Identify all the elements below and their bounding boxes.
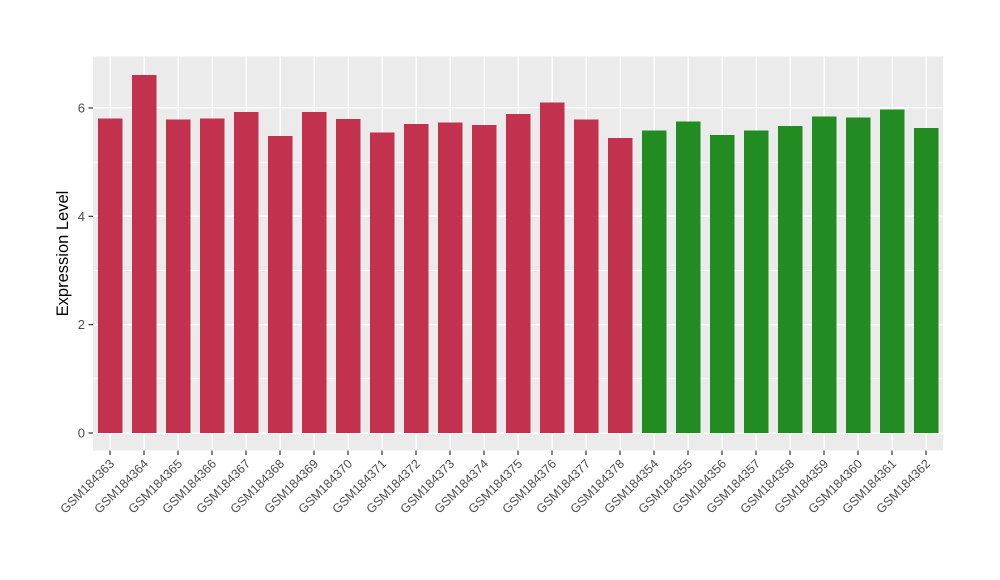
- bar-GSM184360: [845, 117, 871, 434]
- bar-GSM184378: [607, 137, 633, 433]
- bar-GSM184370: [335, 118, 361, 434]
- bar-GSM184359: [811, 116, 837, 433]
- bar-GSM184377: [573, 119, 599, 433]
- y-axis-title: Expression Level: [54, 191, 72, 317]
- bar-GSM184369: [301, 111, 327, 433]
- bar-GSM184376: [539, 102, 565, 434]
- bar-GSM184356: [709, 135, 735, 433]
- bar-GSM184368: [267, 136, 293, 433]
- bar-GSM184354: [641, 130, 667, 434]
- y-tick-label-2: 2: [78, 317, 85, 332]
- y-tick-label-6: 6: [78, 100, 85, 115]
- bar-GSM184367: [233, 111, 259, 433]
- bar-GSM184362: [913, 128, 939, 434]
- bar-GSM184372: [403, 124, 429, 433]
- bar-GSM184364: [131, 74, 157, 433]
- bar-GSM184373: [437, 122, 463, 434]
- bar-GSM184363: [97, 118, 123, 433]
- bar-GSM184366: [199, 118, 225, 433]
- bar-GSM184358: [777, 125, 803, 433]
- y-tick-label-4: 4: [78, 209, 85, 224]
- bar-GSM184375: [505, 113, 531, 434]
- y-tick-label-0: 0: [78, 426, 85, 441]
- bar-GSM184357: [743, 130, 769, 434]
- bar-GSM184374: [471, 124, 497, 433]
- bar-GSM184361: [879, 109, 905, 433]
- bar-GSM184365: [165, 119, 191, 433]
- bar-GSM184355: [675, 121, 701, 434]
- bar-GSM184371: [369, 132, 395, 433]
